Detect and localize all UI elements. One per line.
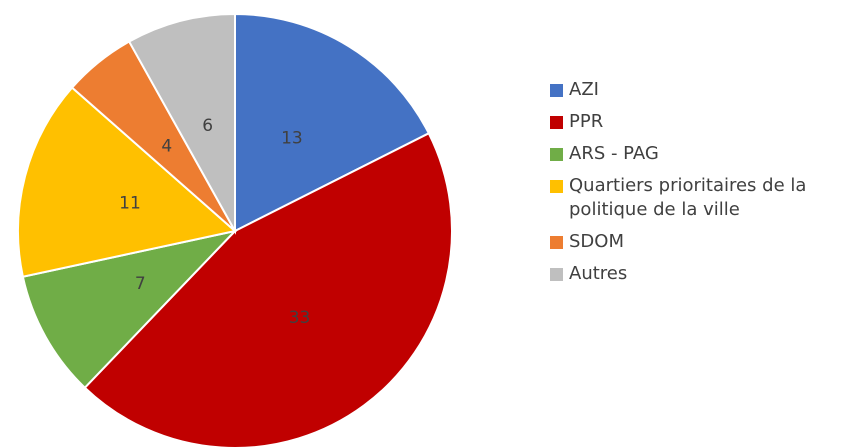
pie-slice [21,229,238,390]
data-label: 33 [289,308,311,328]
legend-label: Autres [569,263,628,284]
legend-entry: ARS - PAG [550,142,850,166]
data-label: 11 [119,194,141,214]
pie-slice [234,12,431,233]
pie-slice [127,12,236,235]
data-label: 13 [281,129,303,149]
legend-label: PPR [569,111,604,132]
legend-label: Quartiers prioritaires de la politique d… [569,175,807,220]
legend-entry: Quartiers prioritaires de la politique d… [550,174,850,222]
legend-swatch [550,268,563,281]
legend-swatch [550,116,563,129]
legend-entry: PPR [550,110,850,134]
legend-label: SDOM [569,231,624,252]
legend-entry: Autres [550,262,850,286]
legend-entry: AZI [550,78,850,102]
legend-entry: SDOM [550,230,850,254]
legend-label: ARS - PAG [569,143,659,164]
data-label: 4 [161,137,172,157]
pie-area: 13 33 7 11 4 6 [17,12,453,448]
data-label: 6 [202,116,213,136]
data-label: 7 [135,274,146,294]
pie-slice [17,86,238,278]
legend-swatch [550,180,563,193]
legend-label: AZI [569,79,599,100]
legend-swatch [550,84,563,97]
legend-swatch [550,148,563,161]
pie-slice [83,131,453,448]
legend-swatch [550,236,563,249]
legend: AZI PPR ARS - PAG Quartiers prioritaires de… [550,78,850,294]
